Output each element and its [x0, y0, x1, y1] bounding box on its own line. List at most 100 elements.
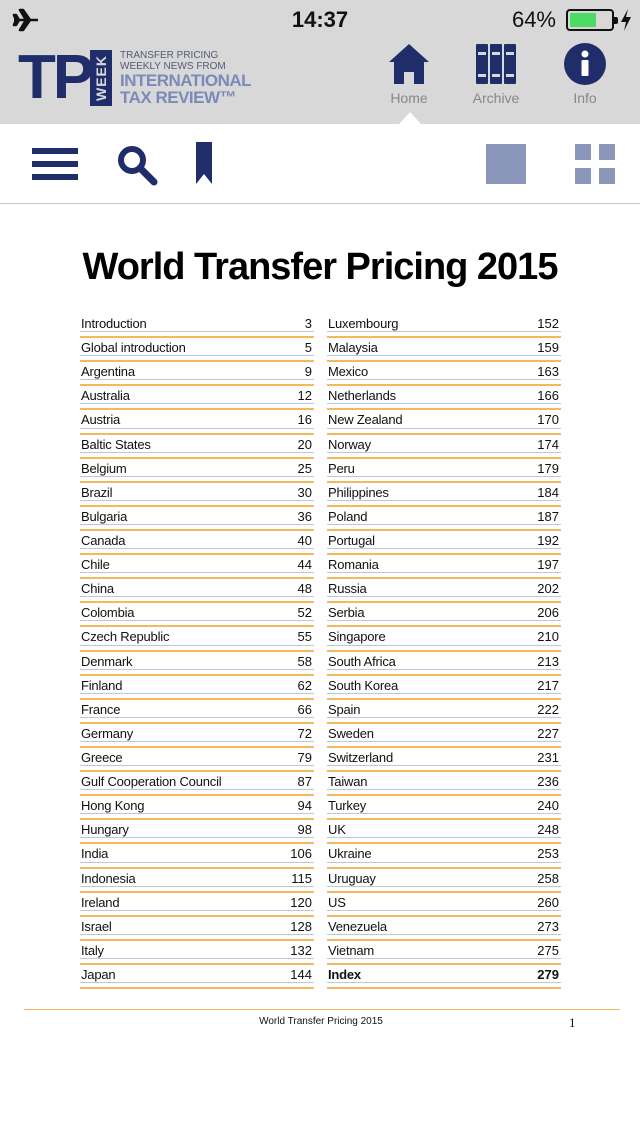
toc-entry-title: Belgium [81, 460, 127, 476]
toc-entry[interactable]: Serbia 206 [327, 603, 561, 628]
toc-entry[interactable]: Baltic States 20 [80, 435, 314, 459]
toc-entry-title: Colombia [81, 605, 135, 621]
toc-entry[interactable]: Netherlands 166 [327, 386, 561, 411]
toc-entry-title: Hong Kong [81, 798, 145, 814]
toc-entry[interactable]: Philippines 184 [327, 483, 561, 507]
toc-entry[interactable]: Belgium 25 [80, 459, 314, 483]
toc-entry[interactable]: Vietnam 275 [327, 941, 561, 965]
toc-entry[interactable]: Finland 62 [80, 676, 314, 700]
toc-entry[interactable]: Turkey 240 [327, 796, 561, 821]
info-icon [564, 43, 606, 85]
toc-entry-title: Finland [81, 677, 123, 693]
hamburger-menu-icon[interactable] [32, 146, 78, 182]
toc-entry-page: 25 [297, 460, 312, 476]
toc-entry-page: 231 [537, 749, 559, 765]
toc-entry-title: Italy [81, 942, 104, 958]
tab-info[interactable]: Info [545, 42, 625, 124]
toc-entry[interactable]: Israel 128 [80, 917, 314, 941]
toc-entry-title: Greece [81, 749, 123, 765]
toc-entry[interactable]: Switzerland 231 [327, 748, 561, 773]
toc-entry[interactable]: Mexico 163 [327, 362, 561, 387]
toc-entry-title: Indonesia [81, 870, 136, 886]
toc-entry[interactable]: Japan 144 [80, 965, 314, 990]
toc-entry[interactable]: Venezuela 273 [327, 917, 561, 941]
toc-entry[interactable]: Romania 197 [327, 555, 561, 580]
toc-entry-page: 184 [537, 484, 559, 500]
toc-entry[interactable]: Global introduction 5 [80, 338, 314, 363]
toc-entry[interactable]: Ukraine 253 [327, 844, 561, 869]
toc-entry[interactable]: US 260 [327, 893, 561, 917]
single-page-view-icon[interactable] [486, 144, 526, 184]
toc-entry[interactable]: Luxembourg 152 [327, 314, 561, 339]
toc-entry-page: 248 [537, 822, 559, 838]
toc-entry[interactable]: Poland 187 [327, 507, 561, 531]
toc-entry-title: Taiwan [328, 774, 368, 790]
toc-entry-title: Gulf Cooperation Council [81, 774, 222, 790]
toc-entry[interactable]: Argentina 9 [80, 362, 314, 387]
tab-archive[interactable]: Archive [456, 42, 536, 124]
toc-entry-page: 106 [290, 846, 312, 862]
toc-entry[interactable]: Spain 222 [327, 700, 561, 724]
toc-entry[interactable]: Hungary 98 [80, 820, 314, 845]
toc-entry[interactable]: Ireland 120 [80, 893, 314, 917]
bookmark-icon[interactable] [194, 142, 214, 184]
toc-entry[interactable]: South Africa 213 [327, 652, 561, 676]
toc-entry-title: India [81, 846, 109, 862]
toc-entry-page: 12 [297, 388, 312, 404]
toc-entry[interactable]: Index 279 [327, 965, 561, 990]
toc-entry[interactable]: Sweden 227 [327, 724, 561, 748]
toc-entry-page: 48 [297, 581, 312, 597]
toc-entry-page: 163 [537, 364, 559, 380]
toc-entry[interactable]: Greece 79 [80, 748, 314, 773]
toc-entry[interactable]: Peru 179 [327, 459, 561, 483]
toc-entry[interactable]: Introduction 3 [80, 314, 314, 339]
toc-entry-title: South Africa [328, 653, 396, 669]
search-icon[interactable] [116, 144, 158, 186]
toc-entry[interactable]: Canada 40 [80, 531, 314, 556]
toc-entry[interactable]: Germany 72 [80, 724, 314, 748]
toc-entry[interactable]: Czech Republic 55 [80, 627, 314, 652]
toc-entry[interactable]: Denmark 58 [80, 652, 314, 676]
toc-entry[interactable]: Norway 174 [327, 435, 561, 459]
toc-entry[interactable]: Hong Kong 94 [80, 796, 314, 821]
toc-entry[interactable]: China 48 [80, 579, 314, 604]
toc-entry-title: Hungary [81, 822, 129, 838]
toc-entry[interactable]: Gulf Cooperation Council 87 [80, 772, 314, 797]
toc-entry-title: Ukraine [328, 846, 372, 862]
toc-entry-page: 62 [297, 677, 312, 693]
toc-entry-page: 144 [290, 966, 312, 982]
toc-entry-title: UK [328, 822, 346, 838]
toc-entry[interactable]: Indonesia 115 [80, 869, 314, 893]
home-icon [389, 44, 429, 84]
toc-entry-title: China [81, 581, 114, 597]
toc-entry[interactable]: Portugal 192 [327, 531, 561, 556]
active-tab-pointer [399, 112, 421, 124]
toc-entry-page: 128 [290, 918, 312, 934]
toc-entry[interactable]: India 106 [80, 844, 314, 869]
toc-entry-title: Global introduction [81, 340, 186, 356]
tab-home[interactable]: Home [369, 42, 449, 124]
toc-entry[interactable]: France 66 [80, 700, 314, 724]
toc-entry-page: 52 [297, 605, 312, 621]
toc-entry-page: 16 [297, 412, 312, 428]
toc-entry[interactable]: Malaysia 159 [327, 338, 561, 363]
toc-entry[interactable]: Taiwan 236 [327, 772, 561, 797]
toc-entry[interactable]: Uruguay 258 [327, 869, 561, 893]
toc-entry[interactable]: Australia 12 [80, 386, 314, 411]
bolt-icon [621, 9, 631, 31]
toc-entry[interactable]: UK 248 [327, 820, 561, 845]
toc-entry[interactable]: South Korea 217 [327, 676, 561, 700]
toc-entry[interactable]: Chile 44 [80, 555, 314, 580]
toc-entry[interactable]: Colombia 52 [80, 603, 314, 628]
toc-entry[interactable]: Brazil 30 [80, 483, 314, 507]
toc-entry[interactable]: Austria 16 [80, 410, 314, 435]
toc-entry[interactable]: Bulgaria 36 [80, 507, 314, 531]
toc-entry[interactable]: Singapore 210 [327, 627, 561, 652]
toc-entry[interactable]: Russia 202 [327, 579, 561, 604]
toc-entry-title: Poland [328, 508, 368, 524]
toc-entry-page: 166 [537, 388, 559, 404]
toc-entry[interactable]: Italy 132 [80, 941, 314, 965]
toc-entry[interactable]: New Zealand 170 [327, 410, 561, 435]
toc-entry-page: 132 [290, 942, 312, 958]
grid-view-icon[interactable] [575, 144, 615, 184]
